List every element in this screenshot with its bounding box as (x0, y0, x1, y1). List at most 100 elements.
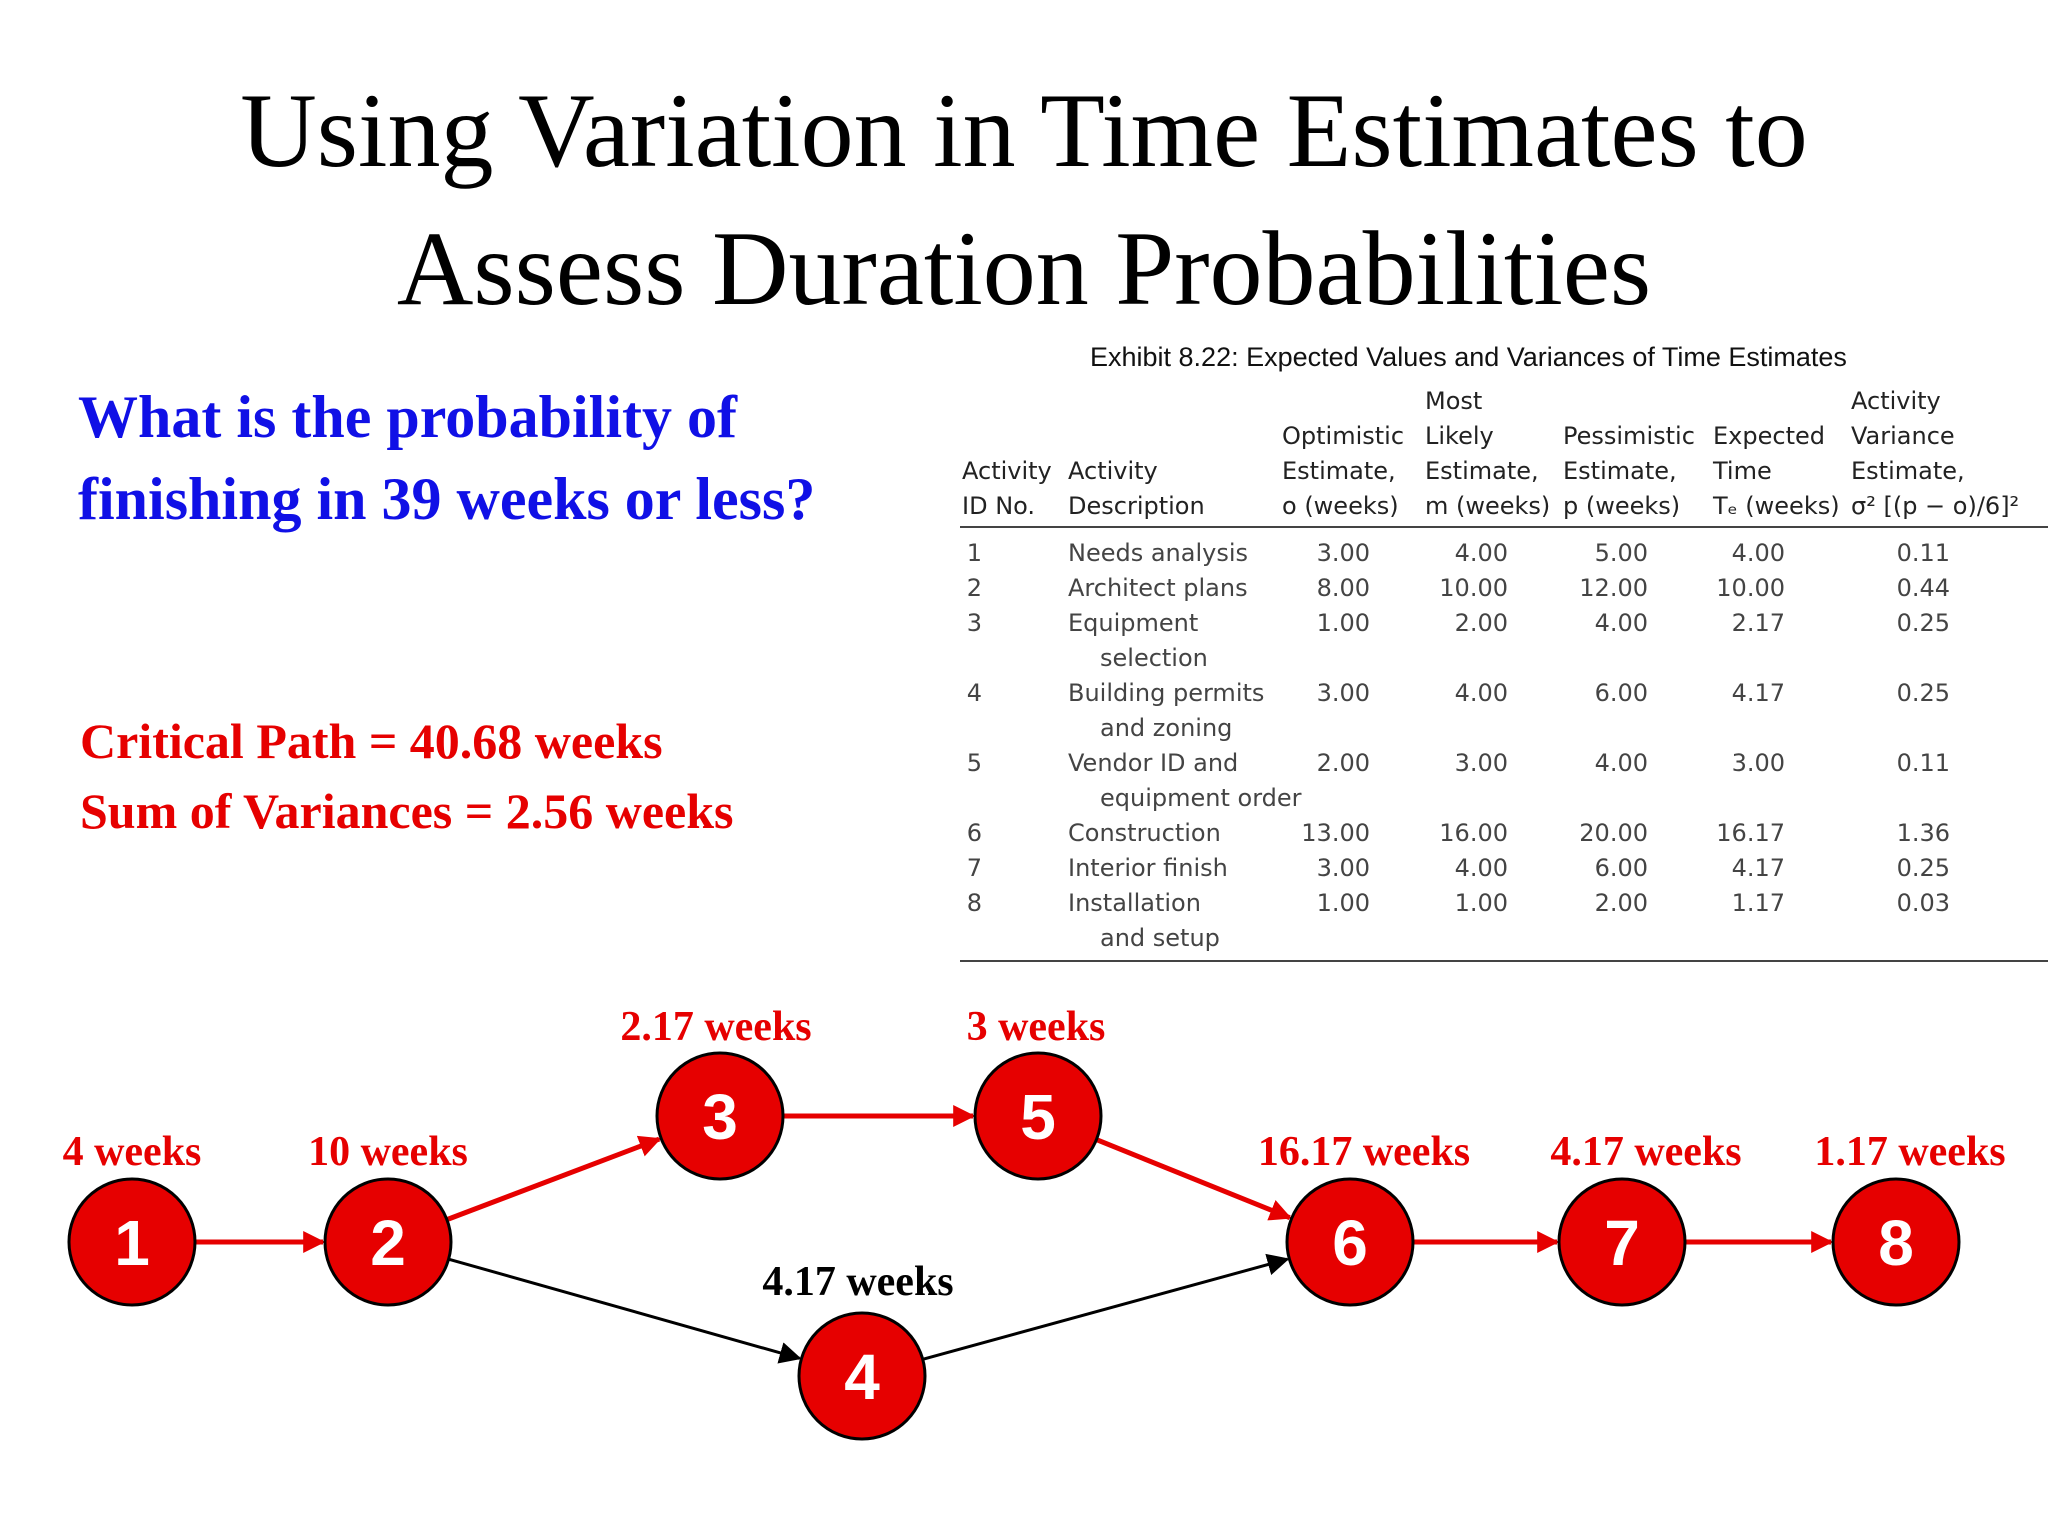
question-line-1: What is the probability of (78, 384, 737, 450)
row-m: 10.00 (1439, 574, 1508, 602)
row-m: 3.00 (1454, 749, 1508, 777)
row-id: 2 (966, 574, 982, 602)
title-line-1: Using Variation in Time Estimates to (240, 72, 1808, 189)
row-te: 4.00 (1731, 539, 1785, 567)
title-line-2: Assess Duration Probabilities (396, 210, 1652, 327)
row-p: 4.00 (1594, 609, 1648, 637)
row-id: 4 (966, 679, 982, 707)
activity-node-6: 6 (1285, 1177, 1415, 1307)
node-1-label: 1 (114, 1207, 150, 1279)
header-exp: Expected (1713, 422, 1825, 450)
row-description: selection (1100, 644, 1208, 672)
row-o: 8.00 (1316, 574, 1370, 602)
row-var: 0.25 (1896, 609, 1950, 637)
activity-node-4: 4 (797, 1311, 927, 1441)
node-7-label: 7 (1604, 1207, 1640, 1279)
question-line-2: finishing in 39 weeks or less? (78, 466, 816, 532)
header-most: Most (1425, 387, 1483, 415)
header-var: σ² [(p − o)/6]² (1851, 492, 2020, 520)
row-description: equipment order (1100, 784, 1302, 812)
activity-node-8: 8 (1831, 1177, 1961, 1307)
row-te: 4.17 (1731, 854, 1785, 882)
row-p: 6.00 (1594, 679, 1648, 707)
row-p: 5.00 (1594, 539, 1648, 567)
sum-variances-text: Sum of Variances = 2.56 weeks (80, 783, 734, 839)
header-desc: Activity (1068, 457, 1158, 485)
header-opt: o (weeks) (1282, 492, 1399, 520)
node-1-circle (67, 1177, 197, 1307)
activity-node-5: 5 (973, 1051, 1103, 1181)
row-m: 2.00 (1454, 609, 1508, 637)
header-id: ID No. (962, 492, 1036, 520)
node-5-circle (973, 1051, 1103, 1181)
row-p: 12.00 (1579, 574, 1648, 602)
node-8-label: 8 (1878, 1207, 1914, 1279)
node-3-label: 3 (702, 1081, 738, 1153)
header-most: Estimate, (1425, 457, 1539, 485)
row-description: Construction (1068, 819, 1221, 847)
header-pess: Pessimistic (1563, 422, 1695, 450)
node-7-circle (1557, 1177, 1687, 1307)
node-7-duration: 4.17 weeks (1550, 1129, 1741, 1175)
header-exp: Tₑ (weeks) (1713, 492, 1840, 520)
header-pess: Estimate, (1563, 457, 1677, 485)
row-var: 0.03 (1896, 889, 1950, 917)
node-8-duration: 1.17 weeks (1814, 1129, 2005, 1175)
row-p: 2.00 (1594, 889, 1648, 917)
header-exp: Time (1713, 457, 1772, 485)
path-statistics: Critical Path = 40.68 weeks Sum of Varia… (80, 706, 940, 846)
node-2-label: 2 (370, 1207, 406, 1279)
row-o: 3.00 (1316, 539, 1370, 567)
row-o: 3.00 (1316, 854, 1370, 882)
row-m: 16.00 (1439, 819, 1508, 847)
estimates-table: Activity ID No. Activity Description Optimis… (960, 376, 2048, 976)
header-id: Activity (962, 457, 1052, 485)
node-4-duration: 4.17 weeks (762, 1259, 953, 1305)
node-4-label: 4 (844, 1341, 880, 1413)
slide-title: Using Variation in Time Estimates to Ass… (0, 62, 2048, 338)
row-description: Installation (1068, 889, 1201, 917)
header-opt: Estimate, (1282, 457, 1396, 485)
row-p: 4.00 (1594, 749, 1648, 777)
activity-node-7: 7 (1557, 1177, 1687, 1307)
row-id: 3 (966, 609, 982, 637)
header-most: m (weeks) (1425, 492, 1551, 520)
row-var: 0.11 (1896, 749, 1950, 777)
header-most: Likely (1425, 422, 1494, 450)
activity-node-3: 3 (655, 1051, 785, 1181)
table-bottom-rule (960, 960, 2048, 962)
row-description: Needs analysis (1068, 539, 1249, 567)
row-m: 4.00 (1454, 539, 1508, 567)
header-var: Activity (1851, 387, 1941, 415)
row-var: 0.11 (1896, 539, 1950, 567)
row-description: Interior finish (1068, 854, 1228, 882)
row-o: 1.00 (1316, 889, 1370, 917)
node-2-circle (323, 1177, 453, 1307)
row-description: and setup (1100, 924, 1220, 952)
row-m: 4.00 (1454, 679, 1508, 707)
row-description: Equipment (1068, 609, 1199, 637)
row-var: 0.44 (1896, 574, 1950, 602)
row-id: 6 (966, 819, 982, 847)
node-5-label: 5 (1020, 1081, 1056, 1153)
row-description: and zoning (1100, 714, 1233, 742)
row-p: 20.00 (1579, 819, 1648, 847)
row-o: 1.00 (1316, 609, 1370, 637)
activity-node-2: 2 (323, 1177, 453, 1307)
row-te: 16.17 (1716, 819, 1785, 847)
edge-2-4-arrow (448, 1257, 802, 1364)
activity-node-1: 1 (67, 1177, 197, 1307)
row-o: 2.00 (1316, 749, 1370, 777)
row-te: 3.00 (1731, 749, 1785, 777)
row-m: 1.00 (1454, 889, 1508, 917)
exhibit-caption: Exhibit 8.22: Expected Values and Varian… (1090, 342, 1847, 372)
header-opt: Optimistic (1282, 422, 1405, 450)
table-top-rule (960, 526, 2048, 528)
edge-5-6-arrow (1095, 1137, 1292, 1221)
node-2-duration: 10 weeks (308, 1129, 468, 1175)
header-var: Estimate, (1851, 457, 1965, 485)
row-m: 4.00 (1454, 854, 1508, 882)
node-4-circle (797, 1311, 927, 1441)
row-te: 4.17 (1731, 679, 1785, 707)
